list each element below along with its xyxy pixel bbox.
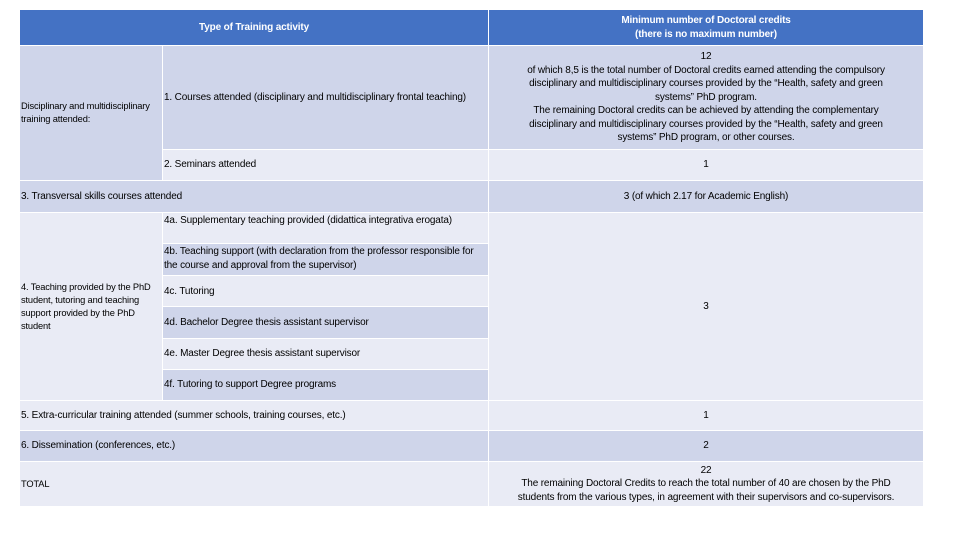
extracurricular-credits-cell: 1 <box>489 401 924 431</box>
dissemination-cell: 6. Dissemination (conferences, etc.) <box>20 431 489 462</box>
cell-text: 1 <box>703 409 709 421</box>
credits-line: The remaining Doctoral credits can be ac… <box>533 105 879 117</box>
cell-text: 4e. Master Degree thesis assistant super… <box>164 348 361 360</box>
cell-text: 6. Dissemination (conferences, etc.) <box>21 440 176 452</box>
cell-text: TOTAL <box>21 478 50 489</box>
header-label: Type of Training activity <box>199 21 309 33</box>
cell-text: Disciplinary and multidisciplinary train… <box>21 101 150 124</box>
credits-line: systems” PhD program. <box>655 91 757 103</box>
credits-line: disciplinary and multidisciplinary cours… <box>529 118 883 130</box>
cell-text: 4. Teaching provided by the PhD student,… <box>21 281 151 331</box>
transversal-credits-cell: 3 (of which 2.17 for Academic English) <box>489 181 924 213</box>
teaching-item-4b: 4b. Teaching support (with declaration f… <box>163 244 489 276</box>
header-line: Minimum number of Doctoral credits <box>621 15 791 26</box>
cell-text: 5. Extra-curricular training attended (s… <box>21 409 346 421</box>
teaching-item-4a: 4a. Supplementary teaching provided (did… <box>163 213 489 244</box>
disciplinary-group-cell: Disciplinary and multidisciplinary train… <box>20 46 163 181</box>
credits-line: 22 <box>700 464 712 476</box>
credits-line: of which 8,5 is the total number of Doct… <box>527 64 885 76</box>
cell-text: 3. Transversal skills courses attended <box>21 190 183 202</box>
cell-text: 2. Seminars attended <box>164 159 257 171</box>
cell-text: 4b. Teaching support (with declaration f… <box>164 246 474 271</box>
cell-text: 4a. Supplementary teaching provided (did… <box>164 215 452 226</box>
header-line: (there is no maximum number) <box>635 28 777 40</box>
cell-text: 4d. Bachelor Degree thesis assistant sup… <box>164 316 369 328</box>
credits-line: students from the various types, in agre… <box>517 491 895 503</box>
credits-line: 12 <box>700 51 712 63</box>
seminars-cell: 2. Seminars attended <box>163 150 489 181</box>
courses-credits-cell: 12 of which 8,5 is the total number of D… <box>489 46 924 150</box>
credits-line: The remaining Doctoral Credits to reach … <box>521 478 891 490</box>
total-credits-cell: 22 The remaining Doctoral Credits to rea… <box>489 462 924 506</box>
teaching-item-4f: 4f. Tutoring to support Degree programs <box>163 370 489 401</box>
courses-cell: 1. Courses attended (disciplinary and mu… <box>163 46 489 150</box>
header-min-credits: Minimum number of Doctoral credits (there… <box>489 10 924 46</box>
extracurricular-cell: 5. Extra-curricular training attended (s… <box>20 401 489 431</box>
cell-text: 4f. Tutoring to support Degree programs <box>164 379 337 391</box>
cell-text: 4c. Tutoring <box>164 286 215 297</box>
credits-line: systems” PhD program, or other courses. <box>617 132 795 144</box>
cell-text: 1 <box>703 159 709 171</box>
teaching-item-4e: 4e. Master Degree thesis assistant super… <box>163 339 489 370</box>
transversal-cell: 3. Transversal skills courses attended <box>20 181 489 213</box>
credits-line: disciplinary and multidisciplinary cours… <box>529 78 883 90</box>
teaching-item-4c: 4c. Tutoring <box>163 276 489 307</box>
seminars-credits-cell: 1 <box>489 150 924 181</box>
cell-text: 3 <box>703 300 709 312</box>
cell-text: 2 <box>703 440 709 452</box>
total-cell: TOTAL <box>20 462 489 506</box>
teaching-credits-cell: 3 <box>489 213 924 401</box>
cell-text: 3 (of which 2.17 for Academic English) <box>623 190 789 202</box>
dissemination-credits-cell: 2 <box>489 431 924 462</box>
teaching-item-4d: 4d. Bachelor Degree thesis assistant sup… <box>163 307 489 339</box>
header-training-activity: Type of Training activity <box>20 10 489 46</box>
teaching-group-cell: 4. Teaching provided by the PhD student,… <box>20 213 163 401</box>
cell-text: 1. Courses attended (disciplinary and mu… <box>164 91 466 103</box>
